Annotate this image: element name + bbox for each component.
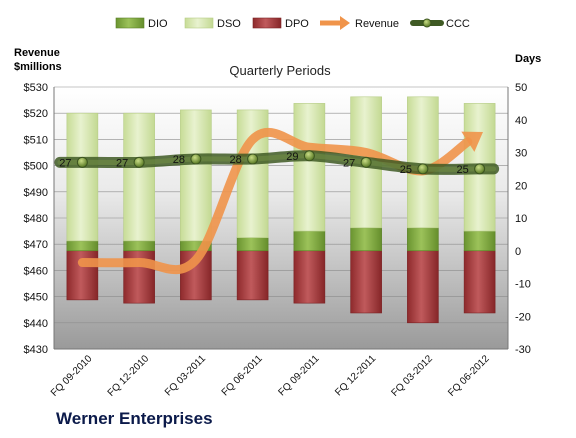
bar-dso [123,112,155,242]
lines-group: 27 27 28 28 29 27 25 25 [54,128,500,275]
ccc-point [474,163,486,175]
ccc-data-label: 28 [173,154,185,166]
bar-dio [123,240,155,252]
ccc-point [303,150,315,162]
bar-dio [463,230,496,252]
left-tick-label: $500 [24,161,48,173]
right-tick-label: 10 [515,213,527,225]
legend-swatch-revenue-head [340,16,350,30]
right-tick-label: 0 [515,246,521,258]
left-tick-label: $520 [24,108,48,120]
legend-swatch-dpo [252,17,282,29]
ccc-data-label: 27 [343,157,355,169]
ccc-data-label: 25 [400,164,412,176]
bar-dio [407,227,439,252]
legend-label-ccc: CCC [446,18,470,30]
bar-dpo [236,250,269,301]
ccc-data-label: 28 [230,154,242,166]
right-tick-label: 40 [515,115,527,127]
left-tick-label: $480 [24,213,48,225]
bar-dio [66,240,99,252]
right-tick-label: 50 [515,82,527,94]
right-tick-label: 30 [515,148,527,160]
bar-dso [180,109,212,242]
legend-label-revenue: Revenue [355,18,399,30]
ccc-point [247,153,259,165]
right-tick-label: -10 [515,279,531,291]
left-tick-label: $510 [24,134,48,146]
ccc-point [190,153,202,165]
left-tick-label: $530 [24,82,48,94]
right-axis: -30 -20 -10 0 10 20 30 40 50 [54,82,531,356]
bar-dso [407,96,439,229]
left-tick-label: $470 [24,239,48,251]
bar-dio [350,227,382,252]
left-tick-label: $490 [24,187,48,199]
left-axis: $430 $440 $450 $460 $470 $480 $490 $500 $510 $520… [24,82,55,356]
bar-dpo [463,250,496,314]
right-tick-label: 20 [515,180,527,192]
ccc-point [417,163,429,175]
company-name: Werner Enterprises [56,409,213,428]
legend-swatch-ccc-dot [422,18,432,28]
left-tick-label: $430 [24,344,48,356]
ccc-point [76,156,88,168]
bar-dpo [350,250,382,314]
legend-label-dio: DIO [148,18,168,30]
legend-swatch-dso [184,17,214,29]
ccc-line-highlight [57,153,497,172]
right-axis-label: Days [515,53,541,65]
right-tick-label: -30 [515,344,531,356]
ccc-point [133,156,145,168]
left-axis-label-line1: Revenue [14,47,60,59]
ccc-data-label: 27 [116,157,128,169]
bar-dio [236,237,269,252]
left-axis-label-line2: $millions [14,61,62,73]
bar-dpo [293,250,326,304]
left-tick-label: $440 [24,318,48,330]
ccc-data-label: 25 [457,164,469,176]
bar-dso [66,112,99,242]
ccc-point [360,156,372,168]
bar-dso [293,103,326,232]
ccc-data-label: 27 [59,157,71,169]
legend-label-dso: DSO [217,18,241,30]
revenue-arrow-head [461,131,483,152]
legend-swatch-dio [115,17,145,29]
legend: DIO DSO DPO Revenue CCC [115,16,470,30]
left-tick-label: $460 [24,265,48,277]
bar-dpo [407,250,439,324]
left-tick-label: $450 [24,292,48,304]
bar-dio [293,230,326,252]
legend-label-dpo: DPO [285,18,309,30]
ccc-data-label: 29 [286,151,298,163]
chart-title: Quarterly Periods [229,63,331,78]
right-tick-label: -20 [515,311,531,323]
